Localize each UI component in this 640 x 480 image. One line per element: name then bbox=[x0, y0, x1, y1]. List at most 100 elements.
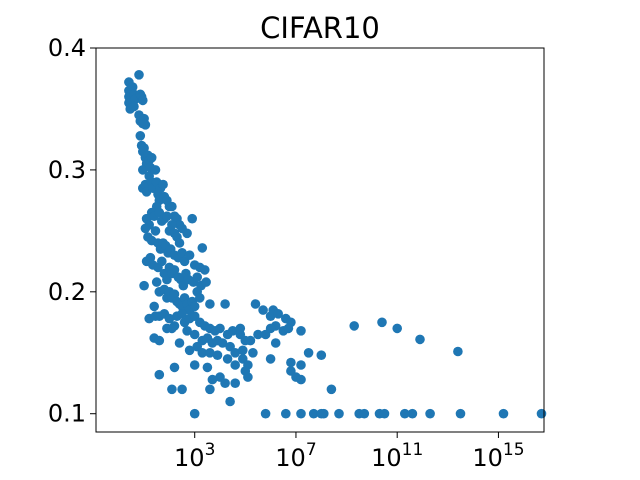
y-tick-label: 0.4 bbox=[48, 34, 86, 62]
data-point-216 bbox=[407, 408, 418, 419]
x-tick-exponent: 11 bbox=[402, 440, 424, 460]
data-point-231 bbox=[258, 305, 268, 315]
data-point-178 bbox=[167, 384, 177, 395]
data-point-9 bbox=[134, 70, 144, 80]
x-tick-exponent: 7 bbox=[306, 440, 317, 460]
data-point-154 bbox=[238, 345, 248, 356]
y-tick-label: 0.3 bbox=[48, 156, 86, 184]
data-point-165 bbox=[222, 354, 233, 364]
data-point-162 bbox=[197, 348, 208, 358]
data-point-83 bbox=[197, 243, 208, 253]
data-point-68 bbox=[150, 226, 161, 236]
data-point-175 bbox=[220, 378, 230, 389]
data-point-85 bbox=[145, 252, 156, 263]
data-point-192 bbox=[283, 323, 294, 334]
data-point-208 bbox=[415, 334, 425, 345]
data-point-209 bbox=[453, 346, 463, 357]
data-point-137 bbox=[215, 323, 225, 334]
x-tick-exponent: 3 bbox=[205, 440, 216, 460]
data-point-160 bbox=[184, 345, 195, 356]
y-tick-label: 0.1 bbox=[48, 400, 86, 428]
data-point-229 bbox=[240, 335, 251, 346]
x-tick-base: 10 bbox=[371, 444, 402, 472]
data-point-194 bbox=[265, 323, 276, 334]
data-point-145 bbox=[182, 326, 192, 336]
plot-frame bbox=[95, 47, 545, 433]
data-point-118 bbox=[189, 301, 200, 312]
data-point-172 bbox=[189, 360, 200, 370]
data-point-217 bbox=[425, 408, 435, 419]
data-point-226 bbox=[296, 408, 306, 419]
data-point-205 bbox=[349, 321, 360, 331]
data-point-212 bbox=[334, 408, 344, 419]
data-point-206 bbox=[377, 317, 387, 328]
data-point-65 bbox=[140, 223, 151, 234]
data-point-222 bbox=[316, 408, 327, 419]
data-point-210 bbox=[281, 408, 291, 419]
data-point-169 bbox=[248, 348, 258, 358]
data-point-121 bbox=[205, 299, 215, 309]
data-point-218 bbox=[455, 408, 466, 419]
data-point-139 bbox=[227, 326, 238, 336]
data-point-189 bbox=[296, 326, 306, 336]
data-point-204 bbox=[326, 384, 337, 395]
data-point-182 bbox=[230, 378, 240, 389]
x-tick-base: 10 bbox=[174, 444, 205, 472]
data-point-100 bbox=[192, 272, 202, 283]
data-point-8 bbox=[129, 101, 139, 112]
data-point-104 bbox=[151, 277, 162, 287]
data-point-58 bbox=[167, 220, 177, 230]
data-point-44 bbox=[167, 201, 177, 212]
data-point-61 bbox=[174, 238, 185, 248]
data-point-144 bbox=[167, 323, 177, 334]
data-point-88 bbox=[157, 256, 167, 267]
data-point-146 bbox=[189, 329, 200, 340]
x-axis: 103 107 1011 1015 bbox=[174, 432, 525, 472]
data-points bbox=[124, 70, 547, 419]
data-point-93 bbox=[169, 265, 180, 275]
data-point-166 bbox=[230, 360, 240, 370]
data-point-123 bbox=[149, 301, 159, 312]
x-tick-label: 1015 bbox=[472, 440, 524, 472]
data-point-198 bbox=[296, 360, 306, 370]
x-tick-base: 10 bbox=[275, 444, 306, 472]
x-tick-base: 10 bbox=[472, 444, 503, 472]
data-point-219 bbox=[189, 408, 200, 419]
data-point-129 bbox=[177, 309, 187, 319]
data-point-220 bbox=[260, 408, 271, 419]
data-point-40 bbox=[158, 179, 168, 190]
data-point-126 bbox=[164, 313, 175, 324]
data-point-181 bbox=[205, 384, 215, 395]
data-point-173 bbox=[202, 362, 213, 373]
data-point-12 bbox=[138, 95, 148, 106]
chart-title: CIFAR10 bbox=[260, 11, 380, 45]
data-point-171 bbox=[169, 362, 180, 373]
data-point-110 bbox=[169, 289, 180, 300]
data-point-103 bbox=[139, 280, 149, 291]
data-point-102 bbox=[201, 277, 211, 287]
data-point-227 bbox=[359, 408, 370, 419]
data-point-200 bbox=[316, 350, 327, 361]
data-point-79 bbox=[184, 250, 195, 260]
data-point-120 bbox=[195, 293, 205, 303]
y-tick-label: 0.2 bbox=[48, 278, 86, 306]
data-point-21 bbox=[139, 143, 149, 153]
data-point-159 bbox=[174, 338, 185, 348]
data-point-156 bbox=[253, 329, 263, 340]
data-point-180 bbox=[207, 374, 218, 385]
x-tick-label: 1011 bbox=[371, 440, 423, 472]
data-point-122 bbox=[220, 299, 230, 309]
y-axis: 0.1 0.2 0.3 0.4 bbox=[48, 34, 96, 428]
data-point-207 bbox=[392, 323, 403, 334]
data-point-24 bbox=[138, 165, 148, 175]
data-point-199 bbox=[303, 348, 314, 358]
x-tick-exponent: 15 bbox=[503, 440, 525, 460]
data-point-230 bbox=[250, 299, 261, 309]
data-point-77 bbox=[177, 248, 187, 258]
data-point-228 bbox=[235, 323, 246, 334]
x-tick-label: 107 bbox=[275, 440, 316, 472]
data-point-5 bbox=[127, 82, 138, 92]
data-point-203 bbox=[296, 374, 306, 385]
